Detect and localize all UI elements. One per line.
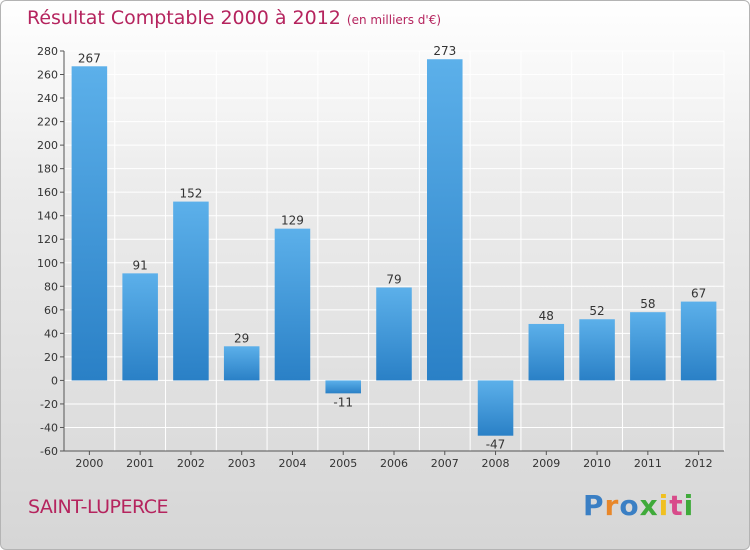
- x-tick-label: 2009: [532, 457, 560, 470]
- x-tick-label: 2006: [380, 457, 408, 470]
- y-tick-label: 40: [44, 327, 58, 340]
- y-tick-label: 60: [44, 304, 58, 317]
- brand-letter: x: [639, 489, 659, 522]
- commune-name: SAINT-LUPERCE: [28, 496, 168, 518]
- bar: [223, 346, 260, 381]
- x-tick-label: 2007: [431, 457, 459, 470]
- y-tick-label: 260: [37, 69, 58, 82]
- y-tick-label: 220: [37, 116, 58, 129]
- y-tick-label: 180: [37, 163, 58, 176]
- data-label: -47: [486, 438, 506, 452]
- brand-letter: t: [669, 489, 684, 522]
- y-tick-label: -20: [40, 398, 58, 411]
- bar: [376, 287, 412, 381]
- data-label: 152: [179, 187, 202, 201]
- x-tick-label: 2001: [126, 457, 154, 470]
- y-tick-label: 20: [44, 351, 58, 364]
- data-label: 67: [691, 287, 706, 301]
- brand-letter: i: [683, 489, 695, 522]
- brand-letter: P: [583, 489, 605, 522]
- bar: [122, 273, 158, 381]
- bars: [71, 59, 717, 436]
- data-label: 79: [386, 272, 401, 286]
- data-labels: 267 91 152 29 129 -11 79 273 -47 48 52 58 67: [78, 44, 706, 451]
- x-tick-label: 2000: [75, 457, 103, 470]
- bar: [579, 319, 615, 381]
- data-label: 91: [133, 258, 148, 272]
- y-tick-label: 80: [44, 280, 58, 293]
- bar: [325, 380, 361, 394]
- y-tick-label: 0: [51, 374, 58, 387]
- bar: [71, 66, 108, 381]
- chart-title: Résultat Comptable 2000 à 2012 (en millie…: [27, 7, 442, 29]
- y-tick-label: 120: [37, 233, 58, 246]
- x-tick-label: 2003: [228, 457, 256, 470]
- y-tick-label: 280: [37, 45, 58, 58]
- grid-lines: [63, 50, 725, 452]
- brand-letter: r: [604, 489, 620, 522]
- brand-logo: Proxiti: [583, 489, 694, 522]
- bar: [630, 312, 666, 381]
- axes: -60 -40 -20 0 20 40 60 80 100 120 140 160 180 200 220 2…: [37, 45, 724, 470]
- data-label: -11: [333, 395, 353, 409]
- bar: [528, 323, 565, 381]
- bar: [680, 301, 717, 381]
- x-tick-label: 2012: [685, 457, 713, 470]
- y-tick-label: 140: [37, 210, 58, 223]
- bar: [274, 228, 311, 381]
- y-tick-label: 200: [37, 139, 58, 152]
- x-tick-label: 2005: [329, 457, 357, 470]
- brand-letter: o: [619, 489, 640, 522]
- data-label: 52: [589, 304, 604, 318]
- brand-letter: i: [658, 489, 670, 522]
- chart-subtitle: (en milliers d'€): [346, 13, 442, 27]
- x-tick-label: 2011: [634, 457, 662, 470]
- x-tick-label: 2004: [278, 457, 306, 470]
- data-label: 48: [539, 309, 554, 323]
- data-label: 267: [78, 51, 101, 65]
- y-tick-label: 240: [37, 92, 58, 105]
- y-tick-label: -40: [40, 421, 58, 434]
- y-tick-label: -60: [40, 445, 58, 458]
- data-label: 29: [234, 331, 249, 345]
- data-label: 273: [433, 44, 456, 58]
- y-tick-label: 100: [37, 257, 58, 270]
- data-label: 58: [640, 297, 655, 311]
- x-tick-label: 2002: [177, 457, 205, 470]
- data-label: 129: [281, 214, 304, 228]
- bar: [427, 59, 463, 381]
- y-tick-label: 160: [37, 186, 58, 199]
- x-tick-label: 2010: [583, 457, 611, 470]
- bar: [173, 201, 209, 381]
- bar: [477, 380, 514, 436]
- x-tick-label: 2008: [482, 457, 510, 470]
